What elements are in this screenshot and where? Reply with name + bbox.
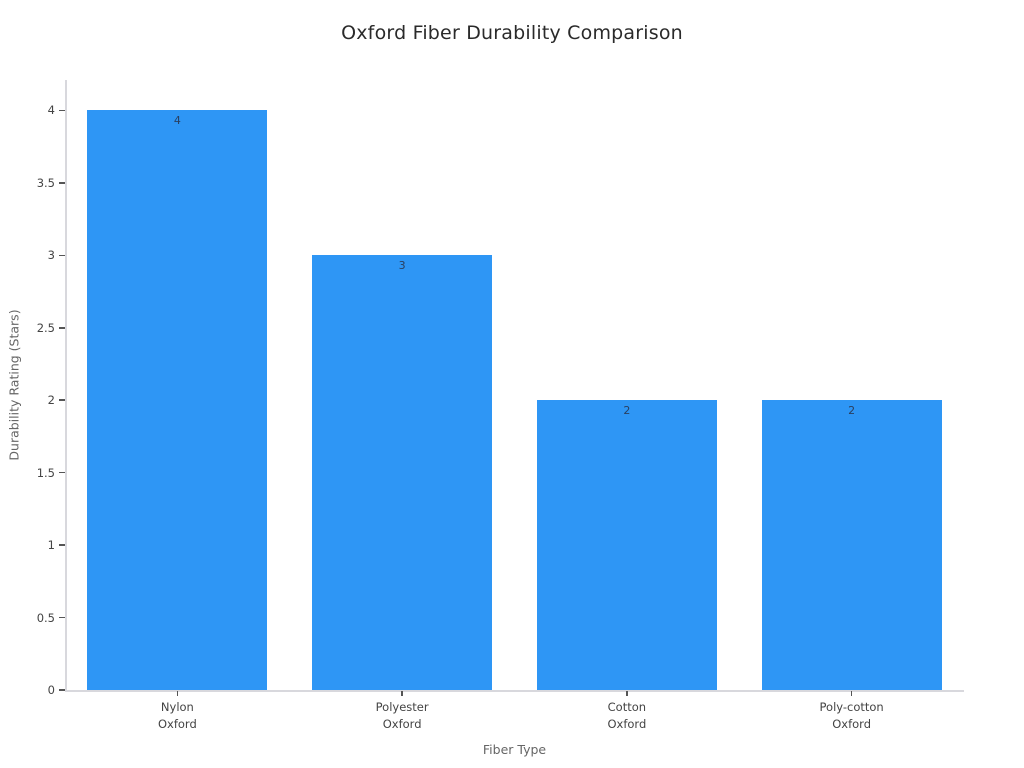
bar-value-label: 2 xyxy=(848,404,856,418)
y-tick-label: 3.5 xyxy=(36,175,55,190)
y-tick-label: 1 xyxy=(47,538,55,553)
y-tick-label: 4 xyxy=(47,103,55,118)
bar-value-label: 2 xyxy=(623,404,631,418)
y-tick-mark xyxy=(59,616,65,619)
x-tick-mark xyxy=(176,691,179,696)
x-tick-mark xyxy=(626,691,628,696)
bar xyxy=(312,255,493,690)
y-tick-label: 2.5 xyxy=(36,320,55,335)
x-tick-label: Cotton Oxford xyxy=(607,700,647,731)
bar xyxy=(536,400,717,690)
y-tick-mark xyxy=(59,182,65,184)
y-axis-line xyxy=(65,80,67,691)
y-tick-mark xyxy=(59,544,65,546)
y-tick-mark xyxy=(59,254,65,257)
x-tick-label: Poly-cotton Oxford xyxy=(819,700,884,731)
x-tick-mark xyxy=(401,691,403,696)
x-tick-label: Polyester Oxford xyxy=(375,700,429,731)
y-tick-label: 3 xyxy=(47,248,55,263)
bar xyxy=(87,110,268,690)
y-tick-label: 2 xyxy=(47,393,55,408)
x-tick-mark xyxy=(850,691,853,696)
bar-value-label: 4 xyxy=(173,114,181,128)
y-tick-mark xyxy=(59,327,65,329)
y-tick-label: 0 xyxy=(47,683,55,697)
y-tick-label: 1.5 xyxy=(36,465,55,480)
chart-title: Oxford Fiber Durability Comparison xyxy=(341,22,683,44)
x-axis-title: Fiber Type xyxy=(482,742,547,757)
bar xyxy=(761,400,942,690)
y-tick-mark xyxy=(59,689,65,691)
y-tick-mark xyxy=(59,399,65,401)
x-tick-label: Nylon Oxford xyxy=(157,700,197,731)
y-tick-label: 0.5 xyxy=(36,610,55,625)
y-tick-mark xyxy=(59,471,65,474)
bar-value-label: 3 xyxy=(398,259,406,273)
y-tick-mark xyxy=(59,109,65,112)
x-axis-line xyxy=(65,690,964,692)
